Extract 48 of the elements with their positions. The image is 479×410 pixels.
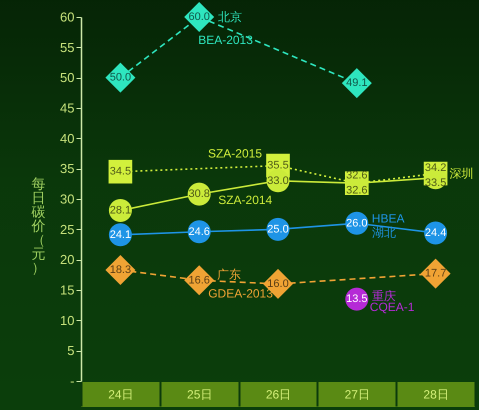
data-label: 26.0 bbox=[346, 217, 368, 230]
data-label: 28.1 bbox=[110, 204, 132, 217]
y-tick-label: 20 bbox=[60, 252, 74, 268]
y-tick-label: 45 bbox=[60, 100, 74, 116]
x-tick-label: 26日 bbox=[266, 388, 292, 402]
series-label: HBEA bbox=[372, 211, 404, 226]
y-tick-label: 40 bbox=[60, 130, 74, 146]
data-label: 34.5 bbox=[110, 166, 132, 178]
x-tick-label: 25日 bbox=[187, 388, 212, 402]
x-tick-label: 28日 bbox=[423, 388, 449, 402]
data-label: 50.0 bbox=[110, 72, 132, 84]
data-label: 32.6 bbox=[346, 170, 368, 182]
data-label: 13.5 bbox=[346, 293, 368, 306]
y-tick-label: 35 bbox=[60, 161, 74, 176]
data-label: 18.3 bbox=[110, 264, 132, 276]
series-label: SZA-2015 bbox=[208, 146, 262, 161]
x-tick-label: 24日 bbox=[108, 388, 134, 402]
data-label: 16.6 bbox=[188, 274, 210, 286]
annotation: 广东 bbox=[217, 267, 242, 282]
y-tick-label: 50 bbox=[60, 70, 74, 86]
y-tick-label: 30 bbox=[60, 192, 74, 206]
y-tick-label: 60 bbox=[60, 10, 74, 24]
y-tick-label: 5 bbox=[67, 343, 74, 358]
data-label: 33.0 bbox=[267, 174, 289, 187]
y-tick-label: 55 bbox=[60, 40, 74, 55]
data-label: 34.2 bbox=[424, 162, 446, 174]
data-label: 17.7 bbox=[424, 268, 446, 280]
data-label: 24.1 bbox=[110, 228, 132, 241]
data-label: 30.8 bbox=[188, 188, 210, 200]
annotation: 北京 bbox=[218, 10, 242, 24]
data-label: 60.0 bbox=[188, 11, 210, 23]
data-label: 24.4 bbox=[424, 226, 446, 239]
y-axis-title: 每日碳价（元） bbox=[30, 176, 46, 276]
data-label: 32.6 bbox=[346, 184, 368, 197]
data-label: 25.0 bbox=[267, 223, 289, 236]
data-label: 24.6 bbox=[188, 226, 210, 238]
y-tick-label: 25 bbox=[60, 222, 74, 237]
series-label: BEA-2013 bbox=[198, 33, 254, 47]
annotation: 湖北 bbox=[372, 225, 396, 240]
data-label: 33.5 bbox=[424, 177, 446, 190]
series-label: SZA-2014 bbox=[218, 193, 273, 208]
y-tick-label: 15 bbox=[60, 282, 74, 298]
data-label: 35.5 bbox=[267, 160, 289, 172]
x-tick-label: 27日 bbox=[344, 388, 370, 402]
data-label: 49.1 bbox=[346, 77, 368, 90]
y-tick-label: - bbox=[70, 374, 74, 388]
annotation: 深圳 bbox=[450, 166, 474, 181]
y-tick-label: 10 bbox=[60, 312, 74, 328]
